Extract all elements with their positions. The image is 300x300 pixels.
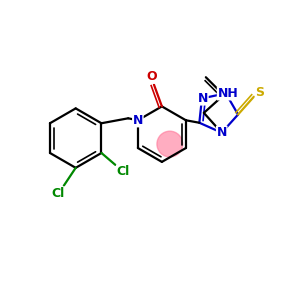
Text: S: S — [255, 86, 264, 99]
Text: NH: NH — [218, 87, 238, 100]
Circle shape — [157, 131, 183, 157]
Text: N: N — [217, 126, 227, 139]
Text: Cl: Cl — [117, 165, 130, 178]
Text: N: N — [133, 114, 143, 127]
Text: N: N — [198, 92, 208, 105]
Text: O: O — [147, 70, 157, 83]
Text: Cl: Cl — [51, 187, 64, 200]
